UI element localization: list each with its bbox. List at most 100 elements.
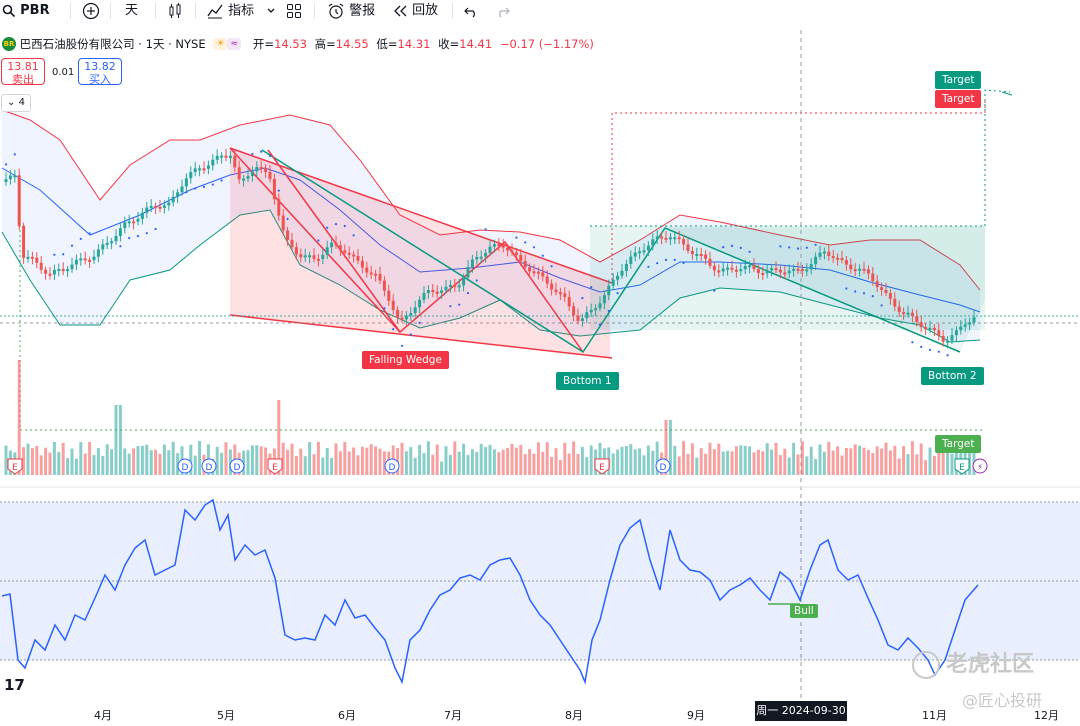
volume-bar <box>466 455 470 475</box>
volume-bar <box>70 448 74 475</box>
volume-bar <box>462 443 466 475</box>
volume-bar <box>576 453 580 475</box>
bottom2-label: Bottom 2 <box>921 367 984 385</box>
watermark-main: 老虎社区 <box>912 646 1034 679</box>
session-icon[interactable]: ≈ <box>227 38 242 50</box>
candle-body <box>646 245 650 251</box>
chart-type-button[interactable] <box>166 2 184 20</box>
candle-body <box>422 293 426 300</box>
candle-body <box>167 202 171 206</box>
dividend-marker[interactable]: D <box>384 458 400 474</box>
volume-bar <box>176 453 180 475</box>
candle-body <box>712 265 716 271</box>
candle-body <box>734 269 738 272</box>
volume-bar <box>862 447 866 475</box>
candle-body <box>26 256 30 259</box>
sar-dot <box>220 179 223 182</box>
dividend-marker[interactable]: D <box>201 458 217 474</box>
candle-body <box>677 237 681 240</box>
indicators-button[interactable]: 指标 <box>206 2 276 20</box>
candle-body <box>919 322 923 328</box>
volume-bar <box>831 450 835 475</box>
top-toolbar: PBR 天 指标 警报 回放 <box>0 0 1080 22</box>
split-marker[interactable]: ⚡ <box>972 458 988 474</box>
candle-body <box>453 284 457 287</box>
symbol-search[interactable]: PBR <box>2 2 50 20</box>
redo-button[interactable] <box>495 2 511 20</box>
replay-button[interactable]: 回放 <box>392 2 438 20</box>
volume-bar <box>501 449 505 475</box>
earnings-marker[interactable]: E <box>594 458 610 475</box>
candle-body <box>22 225 26 258</box>
volume-bar <box>22 447 26 475</box>
volume-bar <box>448 454 452 475</box>
candle-body <box>695 253 699 256</box>
candle-body <box>607 285 611 296</box>
candle-body <box>17 175 21 226</box>
volume-bar <box>325 448 329 475</box>
dividend-marker[interactable]: D <box>655 458 671 474</box>
target-label-red: Target <box>935 90 982 108</box>
candle-body <box>242 178 246 181</box>
chevron-down-icon <box>267 8 275 13</box>
sar-dot <box>53 253 56 256</box>
earnings-marker[interactable]: E <box>954 458 970 475</box>
candle-body <box>39 262 43 270</box>
candle-body <box>202 168 206 171</box>
svg-text:E: E <box>959 463 965 473</box>
interval-button[interactable]: 天 <box>125 3 139 18</box>
candle-body <box>277 199 281 216</box>
candle-body <box>176 192 180 197</box>
close-value: 14.41 <box>459 37 493 51</box>
candle-body <box>105 242 109 245</box>
candle-body <box>840 257 844 261</box>
tradingview-logo[interactable]: 17 <box>4 676 25 694</box>
dividend-marker[interactable]: D <box>229 458 245 474</box>
earnings-marker[interactable]: E <box>7 458 23 475</box>
volume-bar <box>765 443 769 475</box>
svg-text:D: D <box>206 463 213 473</box>
volume-bar <box>638 448 642 475</box>
candle-body <box>893 298 897 307</box>
candle-body <box>52 269 56 275</box>
candle-body <box>66 269 70 272</box>
volume-bar <box>514 447 518 475</box>
candle-body <box>409 312 413 316</box>
candle-body <box>303 255 307 258</box>
candle-body <box>83 258 87 261</box>
tiger-logo-icon <box>912 651 940 679</box>
candle-body <box>611 279 615 286</box>
candle-body <box>215 155 219 160</box>
close-label: 收= <box>438 37 460 51</box>
layouts-button[interactable] <box>286 2 302 20</box>
undo-button[interactable] <box>463 2 479 20</box>
volume-bar <box>149 450 153 475</box>
buy-button[interactable]: 13.82 买入 <box>78 58 122 86</box>
red-target-projection <box>611 100 986 280</box>
sell-button[interactable]: 13.81 卖出 <box>1 58 45 86</box>
symbol-full-name: 巴西石油股份有限公司 · 1天 · NYSE <box>19 37 206 51</box>
sar-dot <box>515 236 518 239</box>
market-status-icon[interactable]: ☀ <box>213 38 228 50</box>
compare-button[interactable] <box>82 2 100 20</box>
dividend-marker[interactable]: D <box>177 458 193 474</box>
candle-body <box>506 247 510 251</box>
grid-icon <box>287 3 301 18</box>
candle-body <box>699 253 703 256</box>
candle-body <box>400 317 404 320</box>
price-chart[interactable]: E D D D E D E D E ⚡ <box>0 22 1080 722</box>
candle-body <box>580 318 584 322</box>
candle-body <box>418 299 422 308</box>
alert-button[interactable]: 警报 <box>327 2 375 20</box>
sar-dot <box>871 294 874 298</box>
volume-bar <box>404 451 408 475</box>
volume-bar <box>303 456 307 475</box>
earnings-marker[interactable]: E <box>267 458 283 475</box>
candle-body <box>444 286 448 291</box>
candle-body <box>352 254 356 257</box>
volume-bar <box>422 453 426 475</box>
toolbar-divider <box>314 3 315 19</box>
candle-body <box>897 306 901 313</box>
indicators-collapse-button[interactable]: ⌄ 4 <box>1 94 31 112</box>
candle-body <box>730 267 734 270</box>
